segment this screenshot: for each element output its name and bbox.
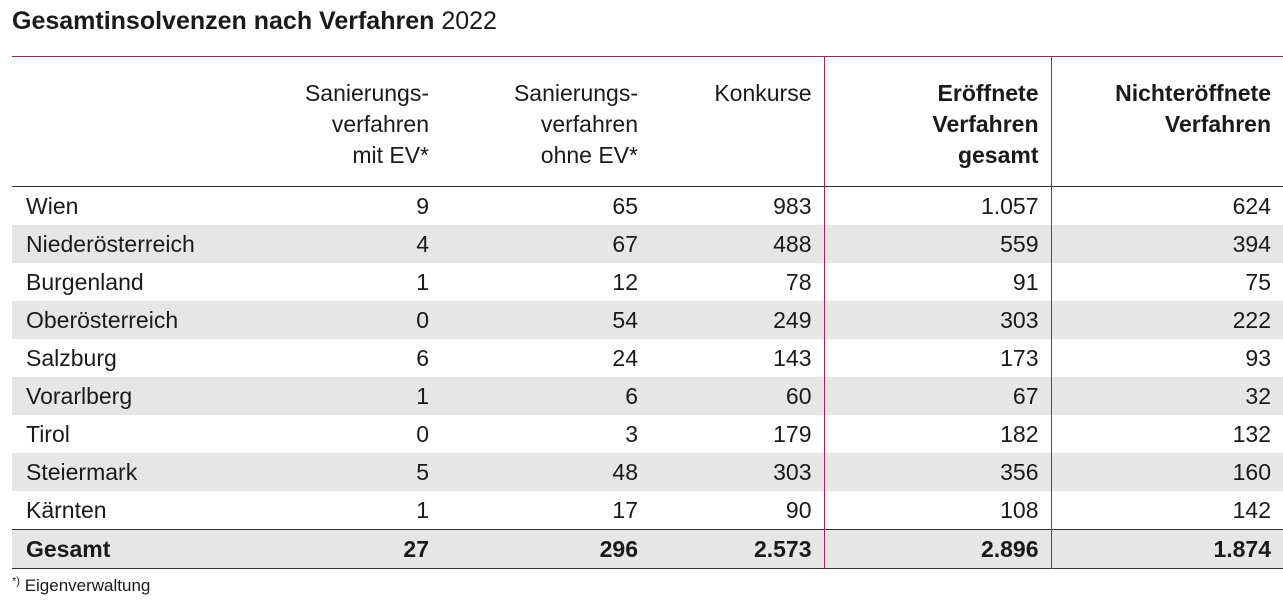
- value-cell: 0: [245, 301, 441, 339]
- value-cell: 394: [1050, 225, 1283, 263]
- value-cell: 160: [1050, 453, 1283, 491]
- value-cell: 1: [416, 269, 429, 295]
- value-cell: 1.057: [823, 186, 1051, 225]
- header-cell-eroeffnete: Eröffnete Verfahren gesamt: [823, 56, 1051, 187]
- header-line: Nichteröffnete: [1115, 80, 1271, 106]
- header-line: gesamt: [957, 142, 1039, 168]
- value-cell: 75: [1050, 263, 1283, 301]
- value-cell: 132: [1050, 415, 1283, 453]
- header-cell-ohne-ev: Sanierungs- verfahren ohne EV*: [441, 57, 650, 187]
- header-cell-nichteroeffnete: Nichteröffnete Verfahren: [1050, 56, 1283, 187]
- value-cell: 6: [416, 345, 429, 371]
- region-cell: Kärnten: [26, 497, 107, 523]
- value-cell: 78: [785, 269, 812, 295]
- total-value-cell: 1.874: [1050, 529, 1283, 569]
- header-cell-region: [12, 57, 245, 187]
- header-line: mit EV*: [352, 142, 429, 168]
- value-cell: 12: [612, 269, 638, 295]
- value-cell: 303: [650, 453, 824, 491]
- value-cell: 108: [823, 491, 1051, 530]
- header-cell-mit-ev: Sanierungs- verfahren mit EV*: [245, 57, 441, 187]
- value-cell: 90: [785, 497, 812, 523]
- value-cell: 179: [773, 421, 812, 447]
- total-row: Gesamt 27 296 2.573 2.896 1.874: [12, 529, 1283, 569]
- value-cell: 67: [441, 225, 650, 263]
- value-cell: 93: [1050, 339, 1283, 377]
- total-value-cell: 27: [245, 529, 441, 569]
- chart-title: Gesamtinsolvenzen nach Verfahren 2022: [12, 5, 497, 37]
- value-cell: 249: [650, 301, 824, 339]
- header-line: Verfahren: [1164, 111, 1271, 137]
- chart-title-main: Gesamtinsolvenzen nach Verfahren: [12, 7, 435, 35]
- value-cell: 5: [245, 453, 441, 491]
- header-line: Konkurse: [714, 80, 812, 106]
- value-cell: 1: [245, 377, 441, 415]
- value-cell: 356: [823, 453, 1051, 491]
- value-cell: 559: [823, 225, 1051, 263]
- header-line: Eröffnete: [937, 80, 1039, 106]
- value-cell: 303: [823, 301, 1051, 339]
- table-row: Steiermark 5 48 303 356 160: [12, 453, 1283, 491]
- header-line: Verfahren: [932, 111, 1039, 137]
- value-cell: 54: [441, 301, 650, 339]
- footnote-mark: *): [12, 575, 20, 588]
- table-row: Niederösterreich 4 67 488 559 394: [12, 225, 1283, 263]
- region-cell: Vorarlberg: [12, 377, 245, 415]
- table-row: Wien 9 65 983 1.057 624: [12, 186, 1283, 225]
- value-cell: 60: [650, 377, 824, 415]
- value-cell: 3: [625, 421, 638, 447]
- value-cell: 65: [612, 193, 638, 219]
- header-line: Sanierungs-: [304, 80, 429, 106]
- table-row: Kärnten 1 17 90 108 142: [12, 491, 1283, 530]
- insolvency-table: Sanierungs- verfahren mit EV* Sanierungs…: [12, 56, 1283, 569]
- value-cell: 48: [441, 453, 650, 491]
- chart-title-year: 2022: [441, 7, 497, 35]
- value-cell: 24: [612, 345, 638, 371]
- table-row: Tirol 0 3 179 182 132: [12, 415, 1283, 453]
- table-row: Vorarlberg 1 6 60 67 32: [12, 377, 1283, 415]
- total-value-cell: 296: [441, 529, 650, 569]
- footnote-text: Eigenverwaltung: [24, 576, 151, 595]
- value-cell: 182: [823, 415, 1051, 453]
- total-value-cell: 2.896: [823, 529, 1051, 569]
- region-cell: Steiermark: [12, 453, 245, 491]
- value-cell: 32: [1050, 377, 1283, 415]
- value-cell: 1: [416, 497, 429, 523]
- header-line: ohne EV*: [540, 142, 638, 168]
- header-line: Sanierungs-: [513, 80, 638, 106]
- region-cell: Niederösterreich: [12, 225, 245, 263]
- value-cell: 142: [1050, 491, 1283, 530]
- header-line: verfahren: [540, 111, 638, 137]
- value-cell: 983: [773, 193, 812, 219]
- table-body: Wien 9 65 983 1.057 624 Niederösterreich…: [12, 186, 1283, 569]
- table-row: Burgenland 1 12 78 91 75: [12, 263, 1283, 301]
- value-cell: 624: [1050, 186, 1283, 225]
- region-cell: Oberösterreich: [12, 301, 245, 339]
- region-cell: Tirol: [26, 421, 70, 447]
- header-row: Sanierungs- verfahren mit EV* Sanierungs…: [12, 56, 1283, 187]
- value-cell: 0: [416, 421, 429, 447]
- value-cell: 9: [416, 193, 429, 219]
- insolvency-table-container: Sanierungs- verfahren mit EV* Sanierungs…: [12, 56, 1283, 569]
- table-row: Oberösterreich 0 54 249 303 222: [12, 301, 1283, 339]
- region-cell: Wien: [26, 193, 79, 219]
- total-label-cell: Gesamt: [12, 529, 245, 569]
- value-cell: 67: [823, 377, 1051, 415]
- table-row: Salzburg 6 24 143 173 93: [12, 339, 1283, 377]
- value-cell: 4: [245, 225, 441, 263]
- value-cell: 91: [823, 263, 1051, 301]
- region-cell: Burgenland: [26, 269, 144, 295]
- region-cell: Salzburg: [26, 345, 117, 371]
- header-cell-konkurse: Konkurse: [650, 57, 824, 187]
- value-cell: 143: [773, 345, 812, 371]
- total-value-cell: 2.573: [650, 529, 824, 569]
- value-cell: 488: [650, 225, 824, 263]
- header-line: verfahren: [331, 111, 429, 137]
- value-cell: 17: [612, 497, 638, 523]
- footnote: *) Eigenverwaltung: [12, 576, 150, 596]
- value-cell: 222: [1050, 301, 1283, 339]
- value-cell: 173: [823, 339, 1051, 377]
- value-cell: 6: [441, 377, 650, 415]
